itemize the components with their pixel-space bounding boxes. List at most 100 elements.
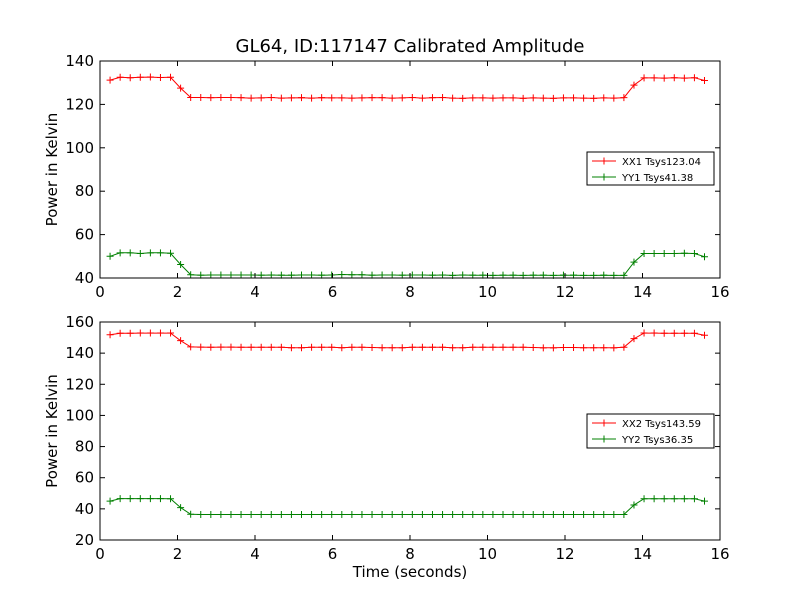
data-point-marker <box>459 510 467 518</box>
figure-title: GL64, ID:117147 Calibrated Amplitude <box>236 36 585 57</box>
x-tick-label: 12 <box>555 545 574 563</box>
data-point-marker <box>136 329 144 337</box>
data-point-marker <box>217 510 225 518</box>
data-point-marker <box>298 510 305 518</box>
data-point-marker <box>328 94 336 102</box>
data-point-marker <box>539 510 547 518</box>
data-point-marker <box>630 501 638 509</box>
data-point-marker <box>106 497 114 505</box>
data-point-marker <box>308 271 316 279</box>
data-point-marker <box>156 249 164 257</box>
data-point-marker <box>640 249 648 257</box>
data-point-marker <box>590 344 598 352</box>
data-point-marker <box>439 271 447 279</box>
data-point-marker <box>277 343 285 351</box>
y-tick-label: 160 <box>65 313 94 331</box>
data-point-marker <box>449 344 457 352</box>
data-point-marker <box>106 76 114 84</box>
x-tick-label: 8 <box>405 283 415 301</box>
data-point-marker <box>207 94 215 102</box>
data-point-marker <box>167 249 175 257</box>
data-point-marker <box>177 84 185 92</box>
legend-marker <box>600 157 608 165</box>
data-point-marker <box>620 343 628 351</box>
y-axis-label: Power in Kelvin <box>43 113 61 227</box>
data-point-marker <box>469 510 477 518</box>
data-point-marker <box>449 510 457 518</box>
data-point-marker <box>670 495 678 503</box>
y-axis-label: Power in Kelvin <box>43 374 61 488</box>
data-point-marker <box>509 343 517 351</box>
data-point-marker <box>660 495 668 503</box>
data-point-marker <box>298 271 305 279</box>
data-point-marker <box>519 94 527 102</box>
legend-box <box>586 151 715 186</box>
data-point-marker <box>398 510 406 518</box>
data-point-marker <box>670 329 678 337</box>
data-point-marker <box>116 249 124 257</box>
data-point-marker <box>408 343 416 351</box>
data-point-marker <box>207 510 215 518</box>
data-point-marker <box>660 329 668 337</box>
data-point-marker <box>418 271 426 279</box>
data-point-marker <box>308 94 316 102</box>
legend-entry-label: XX1 Tsys123.04 <box>622 157 701 168</box>
data-point-marker <box>559 344 567 352</box>
data-point-marker <box>630 81 638 89</box>
x-tick-label: 10 <box>478 545 497 563</box>
data-point-marker <box>358 94 366 102</box>
data-point-marker <box>197 343 205 351</box>
data-point-marker <box>287 510 295 518</box>
data-point-marker <box>116 495 124 503</box>
data-point-marker <box>126 249 134 257</box>
data-point-marker <box>388 94 396 102</box>
data-point-marker <box>247 510 255 518</box>
data-point-marker <box>227 93 235 101</box>
data-point-marker <box>529 94 537 102</box>
data-point-marker <box>358 343 366 351</box>
data-point-marker <box>207 343 215 351</box>
data-point-marker <box>358 271 366 279</box>
data-point-marker <box>600 94 608 102</box>
data-point-marker <box>529 510 537 518</box>
data-point-marker <box>267 343 275 351</box>
data-point-marker <box>418 94 426 102</box>
y-tick-label: 40 <box>75 500 94 518</box>
data-point-marker <box>690 495 698 503</box>
data-point-marker <box>156 495 164 503</box>
data-point-marker <box>479 94 487 102</box>
x-tick-label: 16 <box>710 283 729 301</box>
data-point-marker <box>398 94 406 102</box>
data-point-marker <box>650 249 658 257</box>
data-point-marker <box>519 343 527 351</box>
data-point-marker <box>499 510 507 518</box>
data-point-marker <box>197 510 205 518</box>
data-point-marker <box>227 271 235 279</box>
data-point-marker <box>106 331 114 339</box>
data-point-marker <box>247 271 255 279</box>
data-point-marker <box>156 73 164 81</box>
data-point-marker <box>499 94 507 102</box>
data-point-marker <box>620 94 628 102</box>
data-point-marker <box>620 510 628 518</box>
data-point-marker <box>237 271 245 279</box>
legend: XX1 Tsys123.04 YY1 Tsys41.38 <box>586 151 715 186</box>
x-axis-label: Time (seconds) <box>352 563 468 581</box>
data-point-marker <box>509 510 517 518</box>
top-subplot: Power in Kelvin 0 2 4 6 8 10 12 14 16 40 60 80 100 120… <box>43 52 730 301</box>
data-point-marker <box>287 344 295 352</box>
data-point-marker <box>489 94 497 102</box>
x-tick-label: 14 <box>633 545 652 563</box>
legend-marker <box>600 173 608 181</box>
x-tick-label: 14 <box>633 283 652 301</box>
data-point-marker <box>600 344 608 352</box>
data-point-marker <box>146 73 154 81</box>
data-point-marker <box>428 343 436 351</box>
data-point-marker <box>640 329 648 337</box>
data-point-marker <box>308 510 316 518</box>
data-point-marker <box>318 510 326 518</box>
data-point-marker <box>650 74 658 82</box>
x-tick-label: 6 <box>328 283 338 301</box>
data-point-marker <box>539 94 547 102</box>
data-point-marker <box>217 93 225 101</box>
